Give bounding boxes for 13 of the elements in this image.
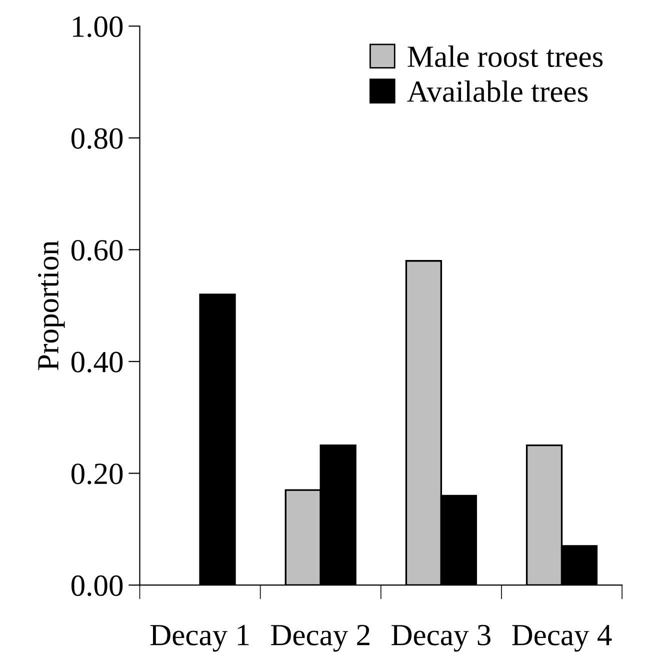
y-tick-label: 0.00 xyxy=(71,575,123,596)
x-tick-label: Decay 3 xyxy=(392,624,490,652)
y-tick-label: 1.00 xyxy=(72,16,123,38)
y-tick-label: 0.40 xyxy=(71,352,123,373)
x-tick-label: Decay 2 xyxy=(271,624,370,652)
y-tick-label: 0.20 xyxy=(71,464,123,484)
y-tick-label: 0.80 xyxy=(71,128,123,149)
x-tick-label: Decay 4 xyxy=(512,624,612,652)
y-tick-label: 0.60 xyxy=(71,240,123,261)
legend-label: Available trees xyxy=(407,80,588,102)
x-tick-label: Decay 1 xyxy=(150,624,249,652)
legend-label: Male roost trees xyxy=(408,46,603,68)
y-axis-title: Proportion xyxy=(38,240,65,370)
